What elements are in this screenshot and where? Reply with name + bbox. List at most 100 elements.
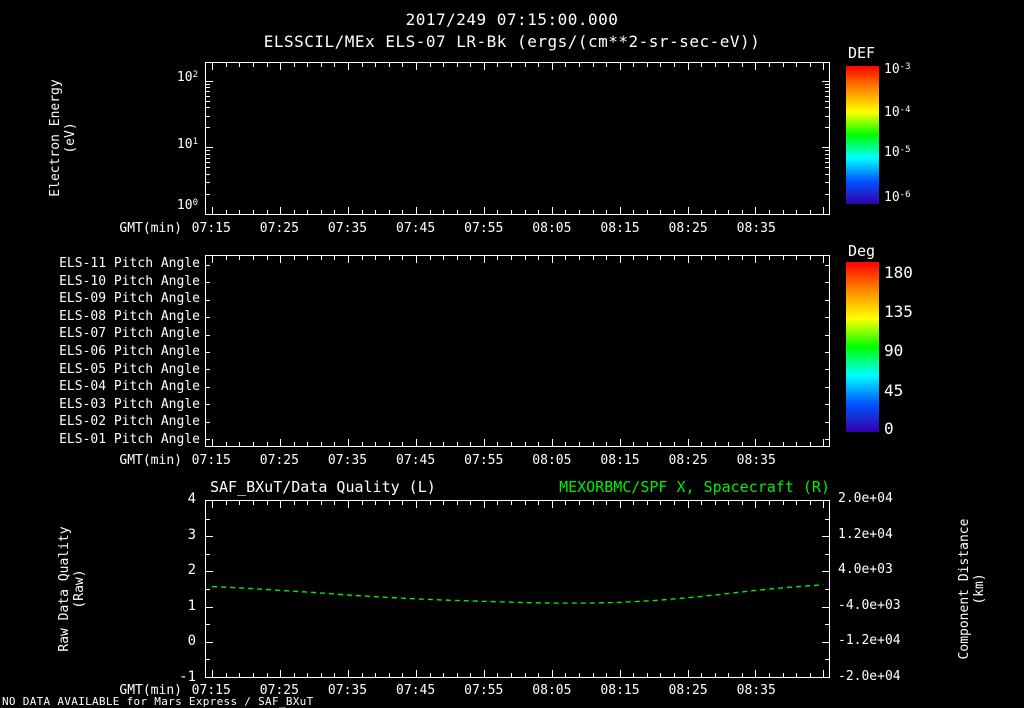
axis-tick [783, 501, 784, 505]
axis-tick [206, 352, 210, 353]
axis-tick [226, 442, 227, 446]
x-tick-label: 07:45 [396, 683, 436, 698]
axis-tick [484, 670, 485, 677]
axis-tick [239, 673, 240, 677]
axis-tick [688, 670, 689, 677]
axis-tick [538, 210, 539, 214]
axis-tick [402, 63, 403, 67]
axis-tick [825, 404, 829, 405]
axis-tick [822, 607, 829, 608]
def-colorbar-tick-label: 10-3 [884, 62, 911, 78]
axis-tick [416, 670, 417, 677]
axis-tick [593, 501, 594, 505]
axis-tick [660, 501, 661, 505]
axis-tick [226, 210, 227, 214]
axis-tick [497, 673, 498, 677]
axis-tick [525, 256, 526, 260]
axis-tick [606, 673, 607, 677]
axis-tick [701, 501, 702, 505]
axis-tick [742, 210, 743, 214]
axis-tick [593, 442, 594, 446]
axis-tick [294, 256, 295, 260]
axis-tick [620, 501, 621, 508]
axis-tick [660, 210, 661, 214]
pitch-angle-row-label: ELS-11 Pitch Angle [59, 256, 200, 271]
axis-tick [525, 63, 526, 67]
quality-y-tick-label: 2 [187, 562, 196, 579]
axis-tick [206, 87, 210, 88]
axis-tick [470, 673, 471, 677]
axis-tick [389, 256, 390, 260]
axis-tick [647, 210, 648, 214]
axis-tick [579, 673, 580, 677]
x-tick-label: 07:55 [464, 453, 504, 468]
axis-tick [674, 501, 675, 505]
axis-tick [552, 63, 553, 70]
axis-tick [307, 210, 308, 214]
axis-tick [825, 519, 829, 520]
axis-tick [334, 442, 335, 446]
axis-tick [206, 282, 210, 283]
deg-colorbar-tick-label: 135 [884, 302, 913, 321]
axis-tick [579, 256, 580, 260]
x-tick-label: 07:25 [259, 453, 299, 468]
distance-y-tick-label: 4.0e+03 [838, 562, 893, 578]
axis-tick [267, 210, 268, 214]
axis-tick [783, 63, 784, 67]
axis-tick [825, 174, 829, 175]
axis-tick [375, 256, 376, 260]
axis-tick [267, 256, 268, 260]
axis-tick [362, 673, 363, 677]
axis-tick [796, 63, 797, 67]
axis-tick [825, 624, 829, 625]
x-tick-label: 08:25 [668, 453, 708, 468]
axis-tick [443, 442, 444, 446]
axis-tick [294, 63, 295, 67]
axis-tick [206, 162, 210, 163]
axis-tick [660, 442, 661, 446]
axis-tick [552, 501, 553, 508]
axis-tick [633, 673, 634, 677]
axis-tick [497, 210, 498, 214]
axis-tick [267, 501, 268, 505]
axis-tick [810, 256, 811, 260]
axis-tick [484, 256, 485, 263]
data-quality-distance-panel [205, 500, 830, 678]
axis-tick [825, 91, 829, 92]
deg-colorbar-tick-label: 180 [884, 262, 913, 282]
axis-tick [823, 501, 824, 508]
axis-tick [457, 442, 458, 446]
distance-y-tick-label: -4.0e+03 [838, 597, 901, 613]
axis-tick [389, 501, 390, 505]
axis-tick [206, 107, 210, 108]
axis-tick [267, 442, 268, 446]
axis-tick [825, 422, 829, 423]
axis-tick [565, 501, 566, 505]
axis-tick [796, 210, 797, 214]
distance-plot-svg [212, 584, 824, 604]
axis-tick [239, 442, 240, 446]
axis-tick [822, 642, 829, 643]
axis-tick [593, 63, 594, 67]
axis-tick [538, 673, 539, 677]
axis-tick [321, 63, 322, 67]
axis-tick [769, 210, 770, 214]
axis-tick [769, 63, 770, 67]
axis-tick [647, 673, 648, 677]
x-tick-label: 08:15 [600, 221, 640, 236]
axis-tick [620, 63, 621, 70]
panel1-y-axis-label-line2: (eV) [63, 122, 78, 154]
axis-tick [253, 501, 254, 505]
axis-tick [755, 670, 756, 677]
axis-tick [362, 63, 363, 67]
axis-tick [362, 256, 363, 260]
axis-tick [538, 501, 539, 505]
axis-tick [511, 256, 512, 260]
axis-tick [825, 167, 829, 168]
axis-tick [825, 107, 829, 108]
axis-tick [606, 501, 607, 505]
axis-tick [825, 87, 829, 88]
axis-tick [825, 282, 829, 283]
axis-tick [728, 210, 729, 214]
axis-tick [579, 210, 580, 214]
